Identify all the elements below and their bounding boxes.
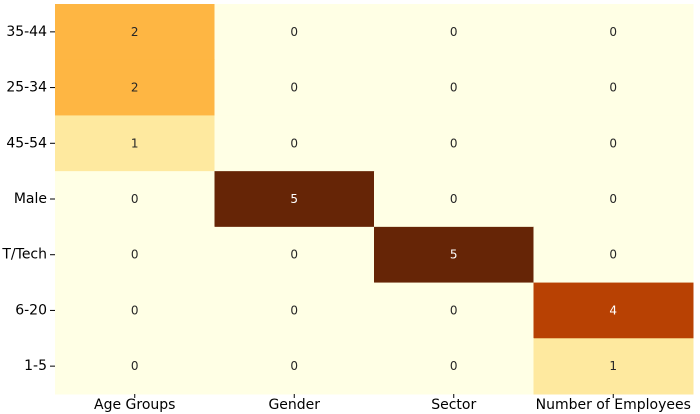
heatmap-cell-r5-c2 bbox=[374, 282, 534, 339]
cell-value-r6-c2: 0 bbox=[450, 359, 458, 373]
heatmap-cell-r3-c2 bbox=[374, 171, 534, 228]
cell-value-r2-c1: 0 bbox=[290, 136, 298, 150]
y-tick-label: Male bbox=[14, 191, 47, 207]
heatmap-cell-r2-c1 bbox=[214, 115, 375, 172]
heatmap-cell-r1-c3 bbox=[533, 59, 694, 116]
cell-value-r2-c3: 0 bbox=[609, 136, 617, 150]
heatmap-cells bbox=[55, 4, 694, 395]
heatmap-cell-r3-c1 bbox=[214, 171, 375, 228]
cell-value-r6-c0: 0 bbox=[131, 359, 139, 373]
heatmap-cell-r0-c3 bbox=[533, 4, 694, 61]
cell-value-r4-c1: 0 bbox=[290, 248, 298, 262]
y-tick-label: T/Tech bbox=[1, 247, 47, 263]
cell-value-r5-c1: 0 bbox=[290, 303, 298, 317]
cell-value-r5-c0: 0 bbox=[131, 303, 139, 317]
heatmap-cell-r1-c2 bbox=[374, 59, 534, 116]
y-tick-label: 35-44 bbox=[6, 24, 47, 40]
x-tick-label: Number of Employees bbox=[536, 397, 691, 413]
heatmap-cell-r4-c3 bbox=[533, 226, 694, 284]
heatmap-cell-r5-c0 bbox=[55, 282, 215, 339]
heatmap-cell-r6-c2 bbox=[374, 338, 534, 395]
heatmap-cell-r6-c3 bbox=[533, 338, 694, 395]
cell-value-r5-c2: 0 bbox=[450, 303, 458, 317]
cell-value-r0-c3: 0 bbox=[609, 25, 617, 39]
cell-value-r4-c2: 5 bbox=[450, 248, 458, 262]
heatmap-cell-r2-c2 bbox=[374, 115, 534, 172]
cell-value-r4-c0: 0 bbox=[131, 248, 139, 262]
heatmap-cell-r4-c0 bbox=[55, 226, 215, 284]
cell-value-r0-c1: 0 bbox=[290, 25, 298, 39]
heatmap-cell-r2-c3 bbox=[533, 115, 694, 172]
y-axis: 35-44 25-34 45-54 Male T/Tech 6-20 1-5 bbox=[1, 24, 55, 374]
cell-value-r3-c0: 0 bbox=[131, 192, 139, 206]
y-tick-label: 1-5 bbox=[24, 358, 47, 374]
heatmap-cell-r2-c0 bbox=[55, 115, 215, 172]
y-tick-label: 6-20 bbox=[15, 302, 47, 318]
x-tick-label: Gender bbox=[268, 397, 320, 413]
cell-value-r1-c3: 0 bbox=[609, 81, 617, 95]
y-tick-label: 25-34 bbox=[6, 80, 47, 96]
cell-value-r2-c0: 1 bbox=[131, 136, 139, 150]
cell-value-r4-c3: 0 bbox=[609, 248, 617, 262]
cell-annotations: 2 0 0 0 2 0 0 0 1 0 0 0 0 5 0 0 0 0 5 0 0 0 0 4 0 0 0 1 bbox=[131, 25, 617, 373]
x-tick-label: Age Groups bbox=[94, 397, 175, 413]
heatmap-cell-r3-c3 bbox=[533, 171, 694, 228]
cell-value-r1-c2: 0 bbox=[450, 81, 458, 95]
x-tick-label: Sector bbox=[431, 397, 476, 413]
heatmap-cell-r1-c1 bbox=[214, 59, 375, 116]
heatmap-cell-r0-c2 bbox=[374, 4, 534, 61]
heatmap-cell-r5-c3 bbox=[533, 282, 694, 339]
cell-value-r6-c3: 1 bbox=[609, 359, 617, 373]
cell-value-r3-c3: 0 bbox=[609, 192, 617, 206]
cell-value-r3-c2: 0 bbox=[450, 192, 458, 206]
cell-value-r5-c3: 4 bbox=[609, 303, 617, 317]
heatmap-cell-r5-c1 bbox=[214, 282, 375, 339]
heatmap-cell-r3-c0 bbox=[55, 171, 215, 228]
heatmap-cell-r6-c1 bbox=[214, 338, 375, 395]
heatmap-cell-r1-c0 bbox=[55, 59, 215, 116]
cell-value-r1-c1: 0 bbox=[290, 81, 298, 95]
heatmap-cell-r0-c1 bbox=[214, 4, 375, 61]
cell-value-r3-c1: 5 bbox=[290, 192, 298, 206]
cell-value-r0-c0: 2 bbox=[131, 25, 139, 39]
x-axis: Age Groups Gender Sector Number of Employee… bbox=[94, 394, 691, 413]
cell-value-r1-c0: 2 bbox=[131, 81, 139, 95]
heatmap-cell-r6-c0 bbox=[55, 338, 215, 395]
cell-value-r2-c2: 0 bbox=[450, 136, 458, 150]
heatmap-cell-r0-c0 bbox=[55, 4, 215, 61]
cell-value-r6-c1: 0 bbox=[290, 359, 298, 373]
cell-value-r0-c2: 0 bbox=[450, 25, 458, 39]
y-tick-label: 45-54 bbox=[6, 135, 47, 151]
heatmap-cell-r4-c1 bbox=[214, 226, 375, 284]
heatmap-cell-r4-c2 bbox=[374, 226, 534, 284]
